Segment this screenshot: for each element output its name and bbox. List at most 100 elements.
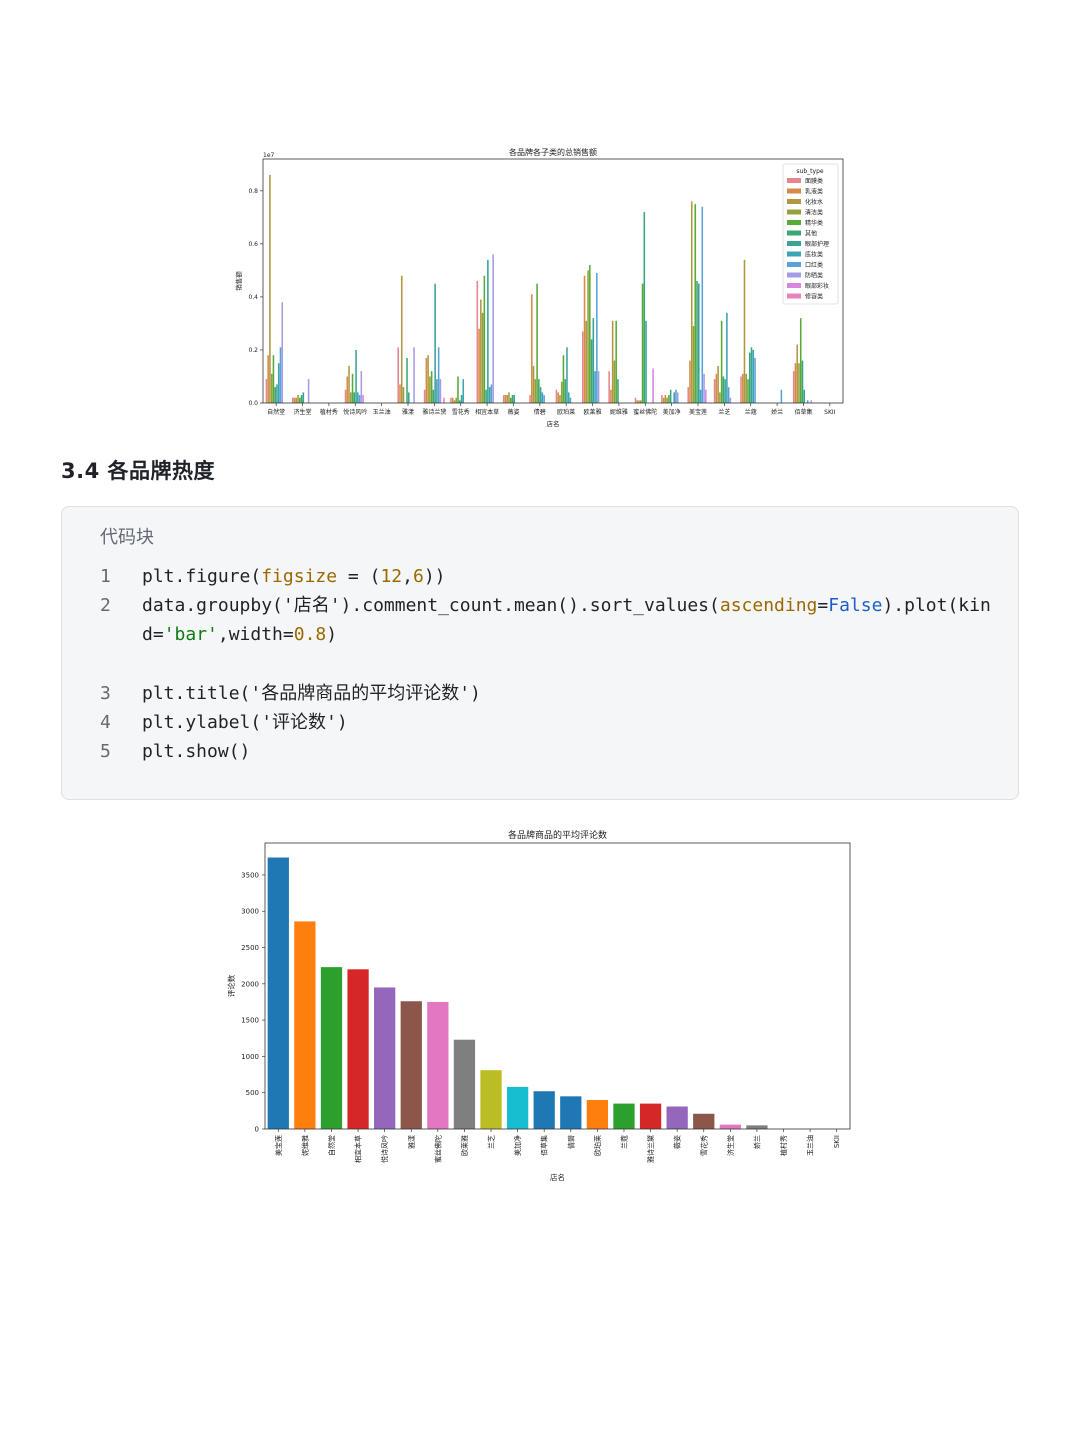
bar bbox=[719, 392, 721, 403]
bar bbox=[589, 265, 591, 403]
legend-swatch bbox=[787, 241, 801, 246]
bar bbox=[594, 371, 596, 403]
bar bbox=[344, 389, 347, 403]
bar bbox=[747, 379, 749, 403]
x-tick-label: 雪花秀 bbox=[699, 1135, 708, 1156]
bar bbox=[455, 397, 458, 403]
bar bbox=[717, 365, 719, 403]
x-tick-label: 兰蔻 bbox=[745, 408, 757, 416]
bar bbox=[740, 376, 742, 403]
x-tick-label: 美加净 bbox=[663, 408, 681, 416]
y-tick-label: 1500 bbox=[241, 1017, 259, 1025]
x-tick-label: 玉兰油 bbox=[373, 408, 391, 416]
y-tick-label: 3500 bbox=[241, 871, 259, 879]
x-tick-label: 自然堂 bbox=[327, 1135, 336, 1156]
x-tick-label: 雪花秀 bbox=[452, 408, 470, 416]
bar bbox=[780, 389, 783, 403]
bar bbox=[453, 1039, 476, 1129]
bar bbox=[754, 357, 756, 403]
x-tick-label: 佰草集 bbox=[540, 1135, 549, 1156]
x-tick-label: 妮维雅 bbox=[300, 1135, 309, 1156]
bar bbox=[462, 379, 465, 403]
bar bbox=[596, 273, 598, 403]
x-tick-label: 倩碧 bbox=[566, 1135, 575, 1149]
legend-label: 口红类 bbox=[805, 261, 823, 269]
bar bbox=[451, 397, 454, 403]
x-tick-label: 蜜丝佛陀 bbox=[633, 408, 657, 416]
bar bbox=[541, 392, 544, 403]
x-tick-label: 美宝莲 bbox=[274, 1135, 283, 1156]
x-tick-label: SKII bbox=[824, 409, 836, 416]
y-tick-label: 0.2 bbox=[248, 347, 258, 354]
legend-swatch bbox=[787, 283, 801, 288]
y-tick-label: 0 bbox=[255, 1126, 259, 1134]
bar bbox=[722, 376, 725, 403]
bar bbox=[437, 347, 440, 403]
legend-label: 眼部护理 bbox=[805, 240, 829, 248]
code-text: plt.figure(figsize = (12,6)) bbox=[142, 566, 446, 587]
bar bbox=[300, 395, 303, 403]
legend-swatch bbox=[787, 251, 801, 257]
bar bbox=[713, 379, 716, 403]
bar bbox=[374, 987, 396, 1129]
x-tick-label: 倩碧 bbox=[534, 408, 546, 416]
bar bbox=[481, 312, 484, 403]
bar bbox=[587, 270, 589, 403]
bar bbox=[358, 395, 361, 403]
legend-label: 其他 bbox=[805, 230, 817, 238]
bar bbox=[279, 347, 282, 403]
bar bbox=[539, 387, 542, 403]
legend-swatch bbox=[787, 199, 801, 204]
x-tick-label: 雅漾 bbox=[402, 408, 414, 416]
bar bbox=[439, 379, 442, 403]
x-tick-label: 自然堂 bbox=[267, 408, 285, 416]
x-tick-label: 兰芝 bbox=[718, 408, 730, 416]
code-block-title: 代码块 bbox=[100, 527, 154, 548]
legend-swatch bbox=[787, 262, 801, 267]
bar bbox=[453, 400, 456, 403]
code-text: plt.show() bbox=[142, 741, 251, 762]
bar bbox=[357, 392, 359, 403]
bar bbox=[720, 320, 723, 403]
bar bbox=[508, 392, 510, 403]
bar bbox=[293, 397, 296, 403]
bar bbox=[652, 368, 654, 403]
legend-label: 清洁类 bbox=[805, 209, 823, 217]
section-heading: 3.4 各品牌热度 bbox=[61, 459, 216, 483]
x-tick-label: 济生堂 bbox=[294, 408, 312, 416]
bar bbox=[611, 320, 614, 403]
x-tick-label: 欧莱雅 bbox=[584, 408, 602, 416]
code-block: 代码块 1 plt.figure(figsize = (12,6)) 2 data.g… bbox=[61, 506, 1019, 800]
bar bbox=[750, 347, 753, 403]
bar bbox=[511, 395, 514, 403]
legend-label: 修容类 bbox=[805, 293, 823, 301]
bar bbox=[423, 389, 426, 403]
bar bbox=[661, 395, 663, 403]
bar bbox=[794, 363, 797, 403]
line-number: 3 bbox=[100, 683, 111, 704]
bar bbox=[643, 212, 646, 403]
bar bbox=[566, 347, 568, 403]
y-tick-label: 2500 bbox=[241, 944, 259, 952]
bar bbox=[458, 400, 461, 403]
chart-title: 各品牌各子类的总销售额 bbox=[509, 147, 597, 157]
bar bbox=[402, 387, 405, 403]
bar bbox=[560, 381, 563, 403]
y-tick-label: 1000 bbox=[241, 1053, 259, 1061]
bar bbox=[726, 312, 728, 403]
x-tick-label: 美宝莲 bbox=[689, 408, 707, 416]
bar bbox=[727, 387, 730, 403]
bar bbox=[690, 201, 693, 403]
bar bbox=[408, 392, 410, 403]
legend-label: 眼部彩妆 bbox=[805, 282, 829, 290]
bar bbox=[666, 1106, 688, 1129]
x-tick-label: 植村秀 bbox=[320, 408, 338, 416]
bar bbox=[543, 395, 545, 403]
bar bbox=[348, 365, 350, 403]
bar bbox=[634, 397, 637, 403]
bar bbox=[480, 299, 482, 403]
y-tick-label: 3000 bbox=[241, 908, 259, 916]
bar bbox=[673, 392, 675, 403]
bar bbox=[397, 347, 400, 403]
x-tick-label: 美加净 bbox=[513, 1135, 522, 1156]
